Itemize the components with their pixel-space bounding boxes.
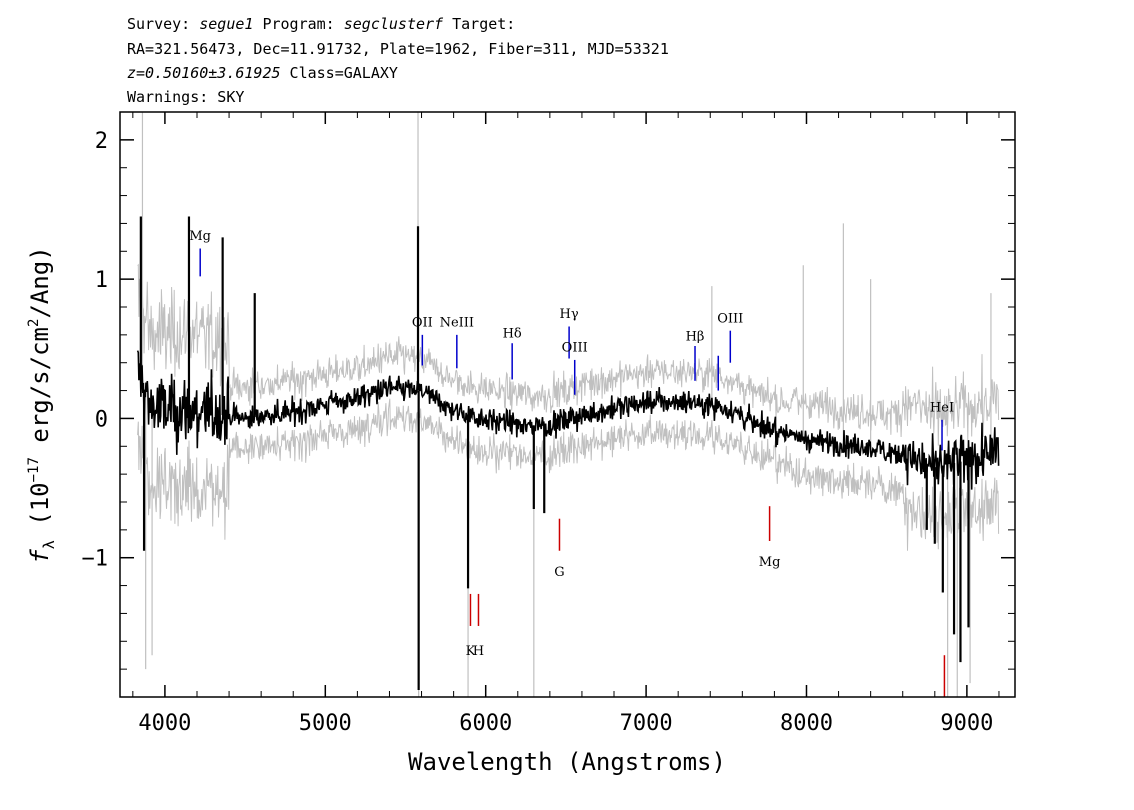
- target-label: Target:: [443, 15, 515, 33]
- survey-value: segue1: [199, 15, 253, 33]
- flux-spikes: [139, 216, 970, 691]
- y-title-close: /Ang): [26, 246, 54, 318]
- flux-series-line: [136, 350, 1000, 490]
- x-tick-label: 7000: [620, 711, 673, 736]
- spectral-line-label: NeIII: [440, 316, 474, 331]
- spectral-line-label: Mg: [759, 555, 781, 570]
- x-tick-label: 4000: [138, 711, 191, 736]
- spectral-line-label: Hδ: [503, 327, 522, 342]
- y-tick-label: 2: [95, 129, 108, 154]
- error-spikes: [141, 112, 992, 697]
- y-tick-label: 0: [95, 407, 108, 432]
- x-tick-label: 5000: [299, 711, 352, 736]
- y-title-open: (10: [26, 482, 54, 540]
- chart-header: Survey: segue1 Program: segclusterf Targ…: [127, 15, 669, 106]
- spectral-line-label: Hγ: [560, 307, 579, 322]
- x-tick-label: 9000: [940, 711, 993, 736]
- header-line-2: RA=321.56473, Dec=11.91732, Plate=1962, …: [127, 40, 669, 58]
- spectral-line-label: OII: [412, 316, 433, 331]
- header-line-1: Survey: segue1 Program: segclusterf Targ…: [127, 15, 515, 33]
- y-title-exp2: 2: [26, 319, 42, 327]
- survey-label: Survey:: [127, 15, 199, 33]
- spectral-line-label: OIII: [562, 341, 588, 356]
- spectral-line-markers: Mg OII NeIII Hδ Hγ OIII Hβ OIII HeI G Mg KH: [189, 229, 954, 697]
- y-title-f: f: [26, 549, 54, 564]
- program-value: segclusterf: [344, 15, 444, 33]
- y-title-mid: erg/s/cm: [26, 327, 54, 457]
- spectral-line-label: Hβ: [686, 329, 705, 344]
- spectral-line-label: K: [466, 644, 476, 659]
- y-tick-label: −1: [82, 547, 109, 572]
- x-axis-title: Wavelength (Angstroms): [408, 748, 726, 776]
- plot-area: Mg OII NeIII Hδ Hγ OIII Hβ OIII HeI G Mg KH: [136, 112, 1000, 697]
- spectral-line-label: OIII: [717, 311, 743, 326]
- y-axis-title: fλ (10−17 erg/s/cm2/Ang): [26, 246, 58, 563]
- x-axis: 4000 5000 6000 7000 8000 9000: [132, 112, 1000, 736]
- spectral-line-label: Mg: [189, 229, 211, 244]
- plot-frame: [119, 111, 1016, 698]
- spectral-line-label: H: [473, 644, 484, 659]
- x-tick-label: 6000: [459, 711, 512, 736]
- y-title-exp: −17: [26, 457, 42, 482]
- redshift-value: z=0.50160±3.61925: [127, 64, 281, 82]
- y-title-sub: λ: [40, 540, 58, 549]
- program-label: Program:: [253, 15, 343, 33]
- error-band-upper: [137, 263, 1000, 446]
- error-band-lower: [137, 398, 1000, 551]
- y-tick-label: 1: [95, 268, 108, 293]
- header-line-3: z=0.50160±3.61925 Class=GALAXY: [127, 64, 398, 82]
- spectral-line-label: HeI: [930, 400, 954, 415]
- header-line-4: Warnings: SKY: [127, 88, 244, 106]
- class-value: Class=GALAXY: [281, 64, 398, 82]
- spectral-line-label: G: [554, 565, 564, 580]
- y-axis: −1 0 1 2: [82, 111, 1015, 670]
- x-tick-label: 8000: [780, 711, 833, 736]
